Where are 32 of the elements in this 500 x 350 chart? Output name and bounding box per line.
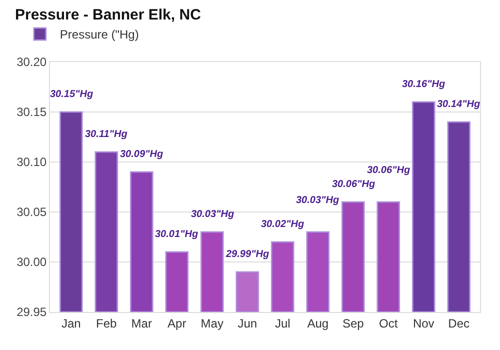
data-label: 30.11"Hg [85, 129, 128, 140]
text: 30.05 [16, 205, 47, 220]
data-label: 30.14"Hg [437, 99, 480, 110]
x-tick-label: May [200, 316, 224, 330]
x-tick-label: Jul [274, 316, 290, 330]
x-tick-label: Apr [168, 316, 186, 330]
text: 30.10 [16, 155, 47, 170]
data-label: 30.06"Hg [367, 165, 410, 176]
text: 29.95 [16, 305, 47, 320]
x-tick-label: Oct [379, 316, 398, 330]
x-tick-label: Sep [342, 316, 364, 330]
x-tick-label: Mar [131, 316, 152, 330]
data-label: 30.02"Hg [261, 219, 304, 230]
data-label: 30.06"Hg [332, 179, 376, 190]
x-tick-label: Nov [412, 316, 434, 330]
data-label: 30.16"Hg [402, 79, 446, 90]
data-label: 29.99"Hg [225, 249, 270, 260]
x-tick-label: Jan [61, 316, 81, 330]
data-label: 30.15"Hg [50, 89, 94, 100]
text: 30.20 [16, 55, 47, 70]
legend-label: Pressure ("Hg) [60, 28, 139, 42]
data-label: 30.03"Hg [191, 209, 234, 220]
text: 30.15 [16, 105, 47, 120]
chart-title: Pressure - Banner Elk, NC [15, 6, 202, 24]
data-label: 30.01"Hg [155, 229, 198, 240]
text: 30.00 [16, 255, 47, 270]
data-label: 30.09"Hg [120, 149, 164, 160]
data-label: 30.03"Hg [296, 195, 340, 206]
x-tick-label: Dec [448, 316, 470, 330]
x-tick-label: Feb [96, 316, 118, 330]
x-tick-label: Jun [238, 316, 258, 330]
x-tick-label: Aug [307, 316, 329, 330]
